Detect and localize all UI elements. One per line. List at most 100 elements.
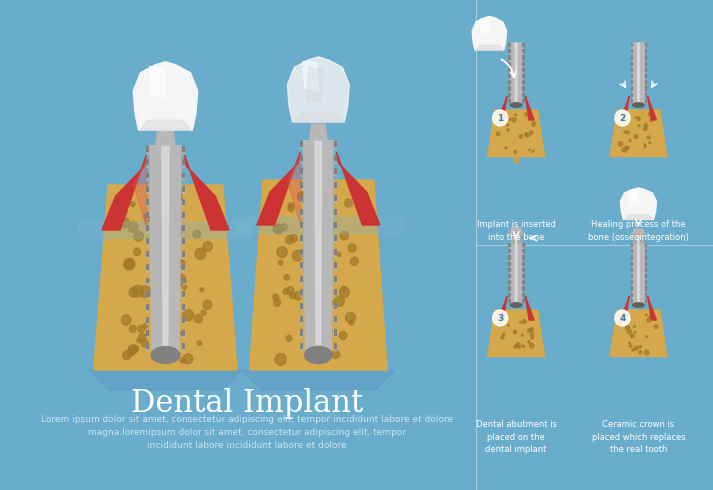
Circle shape <box>509 119 511 121</box>
Circle shape <box>134 248 140 255</box>
Circle shape <box>173 316 180 323</box>
Polygon shape <box>300 255 303 258</box>
Circle shape <box>334 296 344 306</box>
Polygon shape <box>472 16 507 50</box>
Circle shape <box>286 336 292 341</box>
Polygon shape <box>633 229 644 233</box>
Circle shape <box>156 312 160 316</box>
Polygon shape <box>146 225 149 231</box>
Circle shape <box>287 287 294 294</box>
Polygon shape <box>634 236 643 243</box>
Polygon shape <box>515 243 517 305</box>
Circle shape <box>350 257 359 266</box>
Polygon shape <box>631 99 632 102</box>
Polygon shape <box>508 243 510 246</box>
Ellipse shape <box>151 346 180 364</box>
Circle shape <box>193 230 200 238</box>
Polygon shape <box>182 147 185 152</box>
Polygon shape <box>182 296 185 299</box>
Circle shape <box>515 114 516 116</box>
Polygon shape <box>645 299 646 302</box>
Circle shape <box>632 349 634 351</box>
Polygon shape <box>334 329 337 336</box>
Text: 3: 3 <box>497 314 503 322</box>
Polygon shape <box>146 159 149 165</box>
Polygon shape <box>508 93 510 96</box>
Polygon shape <box>146 147 149 152</box>
Circle shape <box>179 226 185 233</box>
Circle shape <box>294 292 302 300</box>
Polygon shape <box>300 201 303 204</box>
Polygon shape <box>182 349 185 352</box>
Circle shape <box>154 198 162 207</box>
Circle shape <box>128 345 138 354</box>
Polygon shape <box>300 242 303 244</box>
Circle shape <box>160 199 169 207</box>
Polygon shape <box>525 96 534 120</box>
Polygon shape <box>300 289 303 295</box>
Polygon shape <box>182 205 185 207</box>
Polygon shape <box>645 80 646 83</box>
Polygon shape <box>182 199 185 205</box>
Polygon shape <box>645 55 646 59</box>
Polygon shape <box>631 280 632 283</box>
Circle shape <box>317 221 327 233</box>
Text: Dental abutment is
placed on the
dental implant: Dental abutment is placed on the dental … <box>476 420 557 454</box>
Polygon shape <box>508 286 510 290</box>
Polygon shape <box>182 304 185 310</box>
Polygon shape <box>631 49 632 52</box>
Polygon shape <box>182 178 185 181</box>
Polygon shape <box>508 55 510 59</box>
Polygon shape <box>508 255 510 259</box>
Polygon shape <box>182 284 185 286</box>
Polygon shape <box>146 212 149 218</box>
Polygon shape <box>508 86 510 90</box>
Polygon shape <box>620 188 657 220</box>
Circle shape <box>121 315 131 325</box>
Circle shape <box>177 260 185 268</box>
Polygon shape <box>149 66 165 98</box>
Circle shape <box>328 300 334 305</box>
Polygon shape <box>146 296 149 299</box>
Polygon shape <box>632 43 645 105</box>
Polygon shape <box>631 55 632 59</box>
Polygon shape <box>523 74 524 77</box>
Polygon shape <box>146 277 149 284</box>
Circle shape <box>174 330 179 335</box>
Polygon shape <box>300 269 303 271</box>
Circle shape <box>503 115 507 119</box>
Polygon shape <box>300 295 303 298</box>
Circle shape <box>627 329 632 334</box>
Text: Ceramic crown is
placed which replaces
the real tooth: Ceramic crown is placed which replaces t… <box>592 420 685 454</box>
Polygon shape <box>146 205 149 207</box>
Polygon shape <box>294 113 342 122</box>
Circle shape <box>123 259 135 270</box>
Polygon shape <box>146 238 149 244</box>
Circle shape <box>493 110 508 126</box>
Polygon shape <box>511 235 521 243</box>
Circle shape <box>288 203 294 209</box>
Polygon shape <box>334 289 337 295</box>
Circle shape <box>273 224 282 234</box>
Polygon shape <box>523 243 524 246</box>
Circle shape <box>637 117 640 120</box>
Circle shape <box>165 259 173 269</box>
Polygon shape <box>146 218 149 220</box>
Polygon shape <box>102 155 146 230</box>
Polygon shape <box>334 235 337 242</box>
Circle shape <box>195 248 205 259</box>
Circle shape <box>130 325 136 332</box>
Circle shape <box>198 341 202 345</box>
Circle shape <box>141 340 148 347</box>
Circle shape <box>180 331 184 335</box>
Circle shape <box>275 224 284 234</box>
Circle shape <box>531 337 533 340</box>
Polygon shape <box>146 192 149 194</box>
Polygon shape <box>508 62 510 65</box>
Polygon shape <box>510 243 523 305</box>
Polygon shape <box>645 62 646 65</box>
Polygon shape <box>300 174 303 177</box>
Circle shape <box>634 325 635 327</box>
Polygon shape <box>632 243 645 305</box>
Polygon shape <box>334 343 337 349</box>
